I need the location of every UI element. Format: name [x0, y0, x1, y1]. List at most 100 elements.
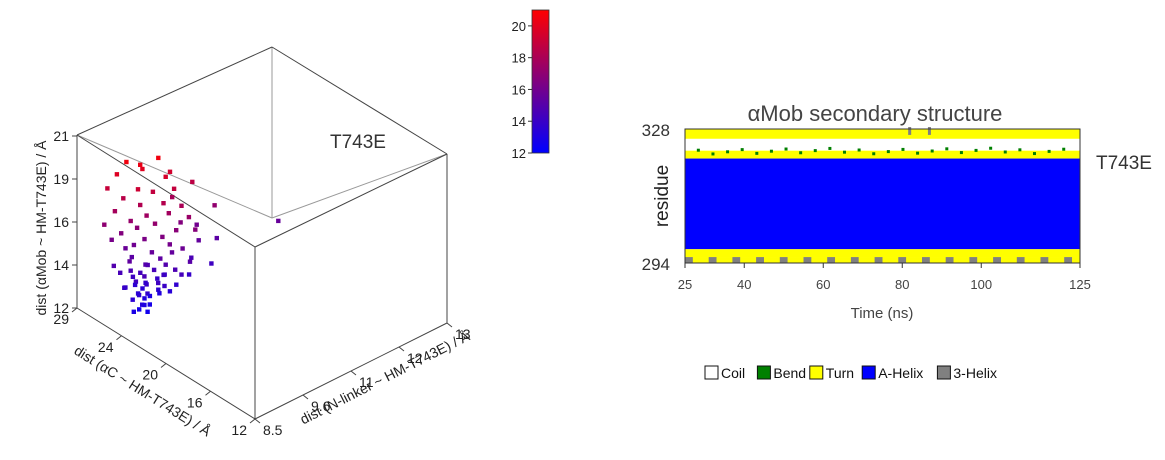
- scatter-point: [143, 280, 148, 285]
- scatter-point: [212, 203, 217, 208]
- scatter-point: [186, 214, 192, 220]
- x-tick-label: 40: [737, 277, 751, 292]
- scatter-point: [140, 166, 145, 172]
- z-tick-label: 19: [53, 171, 69, 187]
- scatter-point: [163, 174, 168, 179]
- scatter-3d-chart: 12 14 16 19 21 12 16 20 24 29 8.5 9.6 11 12 13 T743E d…: [33, 9, 550, 440]
- scatter-point: [131, 309, 136, 314]
- scatter-point: [155, 276, 160, 281]
- scatter-point: [134, 225, 140, 230]
- structure-band: [685, 138, 1080, 151]
- scatter-point: [162, 272, 167, 277]
- scatter-point: [102, 222, 107, 227]
- scatter-point: [123, 285, 128, 290]
- colorbar: [531, 9, 550, 154]
- colorbar-tick-label: 12: [512, 146, 526, 161]
- scatter-point: [169, 250, 175, 255]
- scatter-point: [111, 263, 116, 269]
- y-axis-label: dist (αC ~ HM-T743E) / Å: [71, 342, 214, 440]
- y-tick-label: 12: [231, 422, 247, 438]
- scatter-point: [140, 286, 145, 291]
- scatter-point: [190, 179, 195, 185]
- z-tick-label: 14: [53, 257, 69, 273]
- scatter-point: [156, 280, 161, 286]
- scatter-point: [142, 236, 147, 242]
- scatter-point: [135, 187, 141, 192]
- scatter-point: [189, 255, 194, 260]
- annotation-label: T743E: [1096, 153, 1152, 174]
- scatter-point: [121, 196, 126, 201]
- colorbar-tick-label: 20: [512, 19, 526, 34]
- structure-band: [685, 129, 1080, 139]
- scatter-point: [142, 274, 147, 279]
- y-tick-label: 29: [53, 311, 69, 327]
- x-axis-label: dist (N-linker ~ HM-T743E) / Å: [297, 327, 472, 427]
- annotation-label: T743E: [330, 132, 386, 153]
- scatter-point: [144, 213, 149, 218]
- scatter-point: [187, 259, 193, 264]
- scatter-point: [167, 242, 172, 247]
- legend-swatch: [936, 365, 951, 380]
- scatter-point: [145, 309, 150, 314]
- scatter-point: [130, 274, 136, 279]
- scatter-point: [138, 270, 143, 275]
- secondary-structure-chart: αMob secondary structure 25 40 60 80 100 125 3…: [642, 101, 1152, 381]
- scatter-point: [173, 267, 178, 272]
- scatter-point: [196, 238, 201, 243]
- z-tick-label: 16: [53, 214, 69, 230]
- y-tick-label: 16: [187, 394, 203, 410]
- scatter-point: [147, 293, 153, 299]
- scatter-point: [145, 262, 150, 268]
- y-tick-label: 328: [642, 121, 670, 140]
- scatter-point: [124, 159, 129, 165]
- scatter-point: [179, 203, 184, 208]
- scatter-point: [137, 307, 142, 312]
- scatter-point: [105, 186, 110, 191]
- scatter-point: [132, 282, 138, 288]
- legend-swatch: [756, 365, 771, 380]
- legend-swatch: [704, 365, 719, 380]
- x-tick-label: 80: [895, 277, 909, 292]
- scatter-point: [118, 270, 123, 275]
- scatter-point: [174, 282, 179, 287]
- legend-label: Coil: [721, 365, 745, 381]
- scatter-point: [138, 162, 143, 167]
- scatter-point: [209, 261, 214, 266]
- axis-ticks: 25 40 60 80 100 125 328 294: [642, 121, 1091, 292]
- scatter-point: [112, 209, 118, 214]
- legend-label: A-Helix: [878, 365, 923, 381]
- z-tick-label: 12: [53, 300, 69, 316]
- axis-ticks: 12 14 16 19 21 12 16 20 24 29 8.5 9.6 11 12 13: [53, 128, 470, 438]
- scatter-point: [167, 289, 173, 294]
- z-tick-label: 21: [53, 128, 69, 144]
- x-tick-label: 13: [455, 326, 471, 342]
- structure-band: [685, 150, 1080, 159]
- scatter-point: [123, 246, 128, 251]
- scatter-point: [194, 222, 199, 227]
- scatter-point: [163, 262, 168, 267]
- heatmap-cells: [685, 127, 1080, 263]
- structure-band: [685, 249, 1080, 258]
- scatter-point: [157, 291, 162, 296]
- scatter-point: [174, 228, 179, 233]
- scatter-point: [178, 220, 183, 225]
- scatter-point: [128, 218, 133, 224]
- scatter-point: [151, 267, 157, 273]
- scatter-point: [180, 246, 185, 251]
- y-tick-label: 20: [142, 367, 158, 383]
- legend-swatch: [861, 365, 876, 380]
- y-tick-label: 294: [642, 255, 670, 274]
- colorbar-tick-label: 18: [512, 51, 526, 66]
- legend-label: Bend: [773, 365, 806, 381]
- scatter-point: [131, 242, 137, 248]
- plot-frame: [684, 128, 1081, 264]
- colorbar-ticks: 20 18 16 14 12: [512, 19, 532, 161]
- box-back-edges: [76, 47, 448, 219]
- scatter-point: [171, 186, 177, 191]
- scatter-point: [167, 169, 173, 174]
- scatter-point: [142, 302, 147, 308]
- x-tick-label: 8.5: [263, 422, 283, 438]
- scatter-point: [161, 201, 166, 206]
- scatter-point: [142, 296, 147, 301]
- scatter-point: [128, 268, 133, 273]
